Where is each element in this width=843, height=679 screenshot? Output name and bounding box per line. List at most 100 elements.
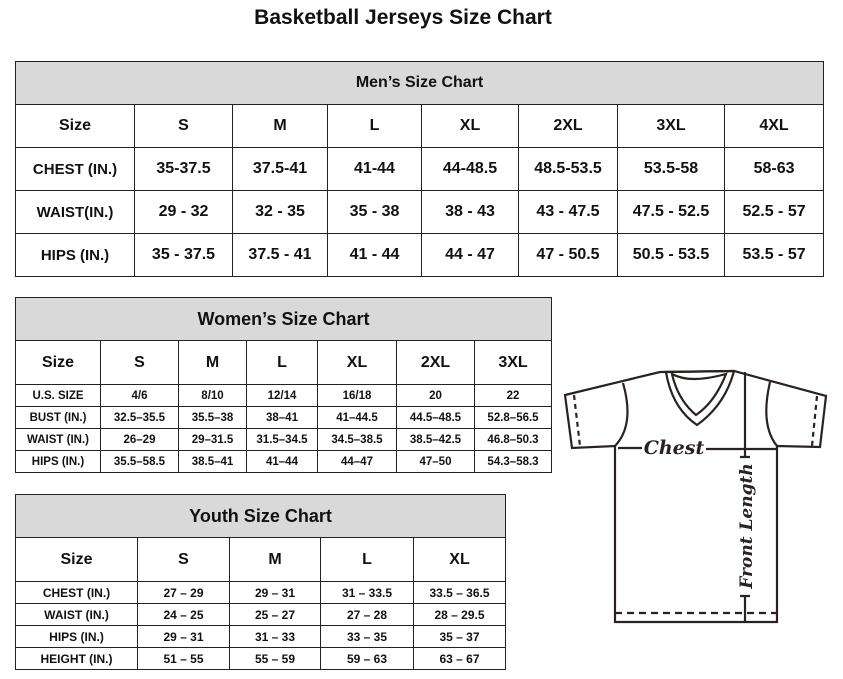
- table-cell: 27 – 29: [137, 581, 230, 604]
- youth-size-table: Youth Size Chart Size S M L XL CHEST (IN.) 27…: [14, 494, 507, 670]
- table-cell: 29 – 31: [229, 581, 321, 604]
- size-column-l: L: [320, 537, 414, 582]
- table-cell: 41–44: [246, 450, 318, 473]
- table-cell: 29 - 32: [134, 190, 233, 234]
- table-cell: 35-37.5: [134, 147, 233, 191]
- shirt-outline: [563, 369, 828, 624]
- size-column-xl: XL: [412, 537, 507, 582]
- size-column-m: M: [178, 340, 247, 385]
- size-column-l: L: [327, 104, 422, 148]
- table-cell: 37.5-41: [232, 147, 328, 191]
- mens-size-table: Men’s Size Chart Size S M L XL 2XL 3XL 4XL CHES…: [14, 61, 825, 277]
- table-cell: 33 – 35: [320, 625, 414, 648]
- table-cell: 31 – 33: [229, 625, 321, 648]
- table-cell: 54.3–58.3: [473, 450, 553, 473]
- table-row: WAIST (IN.) 26–29 29–31.5 31.5–34.5 34.5–38.…: [15, 428, 553, 451]
- table-row: BUST (IN.) 32.5–35.5 35.5–38 38–41 41–44.5 44…: [15, 406, 553, 429]
- table-cell: 35 – 37: [412, 625, 507, 648]
- row-label: WAIST(IN.): [15, 190, 135, 234]
- table-cell: 55 – 59: [229, 647, 321, 670]
- table-cell: 44–47: [317, 450, 397, 473]
- cuff-right: [810, 395, 819, 447]
- size-column-4xl: 4XL: [723, 104, 825, 148]
- table-row: HIPS (IN.) 35 - 37.5 37.5 - 41 41 - 44 44 - …: [15, 233, 825, 277]
- table-cell: 32.5–35.5: [100, 406, 179, 429]
- table-cell: 58-63: [723, 147, 825, 191]
- table-cell: 35.5–58.5: [100, 450, 179, 473]
- table-cell: 31 – 33.5: [320, 581, 414, 604]
- size-header: Size: [15, 537, 138, 582]
- table-cell: 27 – 28: [320, 603, 414, 626]
- table-row: U.S. SIZE 4/6 8/10 12/14 16/18 20 22: [15, 384, 553, 407]
- table-row: WAIST (IN.) 24 – 25 25 – 27 27 – 28 28 – 29.…: [15, 603, 507, 626]
- table-cell: 38.5–41: [178, 450, 247, 473]
- table-cell: 50.5 - 53.5: [617, 233, 725, 277]
- table-cell: 20: [396, 384, 475, 407]
- table-cell: 51 – 55: [137, 647, 230, 670]
- size-column-2xl: 2XL: [518, 104, 618, 148]
- size-column-2xl: 2XL: [396, 340, 475, 385]
- table-cell: 43 - 47.5: [518, 190, 618, 234]
- front-length-label: Front Length: [737, 463, 757, 589]
- table-cell: 47–50: [396, 450, 475, 473]
- row-label: WAIST (IN.): [15, 603, 138, 626]
- table-cell: 32 - 35: [232, 190, 328, 234]
- table-cell: 38.5–42.5: [396, 428, 475, 451]
- table-cell: 44-48.5: [421, 147, 519, 191]
- size-column-3xl: 3XL: [473, 340, 553, 385]
- row-label: CHEST (IN.): [15, 581, 138, 604]
- row-label: HIPS (IN.): [15, 233, 135, 277]
- womens-table-heading: Women’s Size Chart: [14, 297, 553, 341]
- jersey-measurement-diagram: Chest Front Length: [563, 369, 828, 624]
- size-column-s: S: [137, 537, 230, 582]
- size-column-m: M: [232, 104, 328, 148]
- womens-size-table: Women’s Size Chart Size S M L XL 2XL 3XL U.S. …: [14, 297, 553, 473]
- table-cell: 22: [473, 384, 553, 407]
- size-column-l: L: [246, 340, 318, 385]
- table-header-row: Size S M L XL: [15, 537, 507, 582]
- table-cell: 47.5 - 52.5: [617, 190, 725, 234]
- table-cell: 25 – 27: [229, 603, 321, 626]
- table-cell: 35.5–38: [178, 406, 247, 429]
- size-column-xl: XL: [421, 104, 519, 148]
- table-cell: 52.5 - 57: [723, 190, 825, 234]
- table-cell: 63 – 67: [412, 647, 507, 670]
- table-cell: 29 – 31: [137, 625, 230, 648]
- row-label: U.S. SIZE: [15, 384, 101, 407]
- table-cell: 41-44: [327, 147, 422, 191]
- sleeve-seam-right: [765, 381, 778, 447]
- row-label: HIPS (IN.): [15, 625, 138, 648]
- table-cell: 35 - 38: [327, 190, 422, 234]
- table-row: HIPS (IN.) 35.5–58.5 38.5–41 41–44 44–47 47–5…: [15, 450, 553, 473]
- cuff-left: [572, 394, 582, 447]
- table-cell: 35 - 37.5: [134, 233, 233, 277]
- size-header: Size: [15, 104, 135, 148]
- table-header-row: Size S M L XL 2XL 3XL 4XL: [15, 104, 825, 148]
- table-cell: 31.5–34.5: [246, 428, 318, 451]
- table-row: HIPS (IN.) 29 – 31 31 – 33 33 – 35 35 – 37: [15, 625, 507, 648]
- table-row: WAIST(IN.) 29 - 32 32 - 35 35 - 38 38 - 43 43…: [15, 190, 825, 234]
- size-column-xl: XL: [317, 340, 397, 385]
- table-cell: 44.5–48.5: [396, 406, 475, 429]
- table-cell: 46.8–50.3: [473, 428, 553, 451]
- table-cell: 52.8–56.5: [473, 406, 553, 429]
- chest-label: Chest: [644, 437, 705, 459]
- row-label: BUST (IN.): [15, 406, 101, 429]
- row-label: HIPS (IN.): [15, 450, 101, 473]
- size-column-s: S: [134, 104, 233, 148]
- size-column-3xl: 3XL: [617, 104, 725, 148]
- table-cell: 24 – 25: [137, 603, 230, 626]
- table-cell: 41 - 44: [327, 233, 422, 277]
- table-cell: 28 – 29.5: [412, 603, 507, 626]
- table-cell: 26–29: [100, 428, 179, 451]
- size-column-s: S: [100, 340, 179, 385]
- table-cell: 53.5-58: [617, 147, 725, 191]
- table-row: CHEST (IN.) 35-37.5 37.5-41 41-44 44-48.5 48.…: [15, 147, 825, 191]
- table-cell: 29–31.5: [178, 428, 247, 451]
- table-cell: 34.5–38.5: [317, 428, 397, 451]
- table-cell: 44 - 47: [421, 233, 519, 277]
- table-cell: 41–44.5: [317, 406, 397, 429]
- collar-inner: [670, 371, 728, 417]
- table-cell: 4/6: [100, 384, 179, 407]
- page-title: Basketball Jerseys Size Chart: [254, 6, 552, 29]
